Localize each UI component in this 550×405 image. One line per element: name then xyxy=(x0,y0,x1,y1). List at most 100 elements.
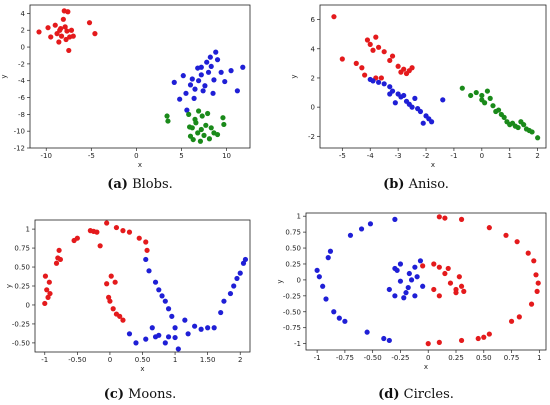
scatter-point-class0 xyxy=(445,265,451,272)
scatter-point-class0 xyxy=(431,261,437,267)
scatter-point-class0 xyxy=(514,239,520,245)
scatter-point-class0 xyxy=(503,232,509,238)
scatter-point-class1 xyxy=(406,270,412,277)
y-tick-label: -12 xyxy=(14,145,25,153)
scatter-point-class0 xyxy=(387,57,393,64)
scatter-point-class1 xyxy=(228,68,234,74)
y-axis-label: y xyxy=(0,74,8,78)
scatter-point-class0 xyxy=(120,317,126,323)
scatter-point-class1 xyxy=(156,287,162,293)
scatter-point-class2 xyxy=(529,129,535,135)
x-tick-label: -10 xyxy=(41,152,52,160)
x-tick-label: 1 xyxy=(537,354,541,362)
scatter-point-class0 xyxy=(56,39,62,45)
scatter-point-class1 xyxy=(156,332,162,338)
scatter-point-class0 xyxy=(389,53,396,59)
x-tick-label: 1 xyxy=(173,356,177,364)
scatter-point-class0 xyxy=(458,216,465,222)
scatter-point-class1 xyxy=(417,258,424,264)
scatter-point-class1 xyxy=(133,340,139,346)
scatter-point-class1 xyxy=(214,57,221,63)
scatter-point-class2 xyxy=(490,103,496,109)
x-tick-label: 0 xyxy=(426,354,430,362)
plot-frame xyxy=(319,4,547,149)
scatter-point-class0 xyxy=(475,335,481,342)
y-tick-label: 0 xyxy=(21,44,25,52)
y-tick-label: 2 xyxy=(311,74,315,82)
x-tick-label: 2 xyxy=(238,356,242,364)
scatter-point-class1 xyxy=(401,92,407,99)
scatter-point-class1 xyxy=(177,96,183,102)
scatter-point-class0 xyxy=(117,313,123,319)
scatter-point-class1 xyxy=(211,325,217,331)
y-tick-label: 4 xyxy=(311,45,316,53)
scatter-point-class0 xyxy=(516,314,522,320)
scatter-point-class1 xyxy=(198,64,204,70)
scatter-point-class0 xyxy=(528,301,535,307)
y-axis-label: y xyxy=(276,279,284,283)
scatter-point-class2 xyxy=(205,110,211,117)
x-tick-label: -5 xyxy=(339,152,346,160)
scatter-point-class0 xyxy=(64,28,70,34)
x-tick-label: 1.50 xyxy=(200,356,216,364)
scatter-point-class1 xyxy=(412,95,418,101)
scatter-point-class1 xyxy=(358,226,365,232)
scatter-point-class0 xyxy=(94,229,100,235)
scatter-point-class2 xyxy=(190,136,196,143)
scatter-point-class0 xyxy=(436,293,442,299)
scatter-point-class1 xyxy=(172,334,178,341)
scatter-point-class1 xyxy=(314,267,320,273)
scatter-point-class1 xyxy=(205,69,212,75)
scatter-point-class0 xyxy=(378,75,384,81)
x-axis-label: x xyxy=(140,365,144,373)
scatter-point-class0 xyxy=(86,20,93,26)
scatter-point-class1 xyxy=(409,104,415,110)
scatter-point-class0 xyxy=(425,341,431,347)
y-tick-label: -6 xyxy=(18,94,26,102)
scatter-point-class0 xyxy=(143,239,149,245)
scatter-point-class0 xyxy=(486,225,492,231)
scatter-point-class1 xyxy=(381,81,387,87)
scatter-point-class1 xyxy=(370,78,376,84)
scatter-point-class0 xyxy=(367,41,373,47)
scatter-point-class0 xyxy=(370,47,376,53)
scatter-point-class0 xyxy=(458,337,465,344)
x-tick-label: -0.25 xyxy=(391,354,409,362)
scatter-point-class2 xyxy=(199,113,205,119)
scatter-point-class1 xyxy=(213,49,219,55)
y-tick-label: -2 xyxy=(18,60,25,68)
scatter-point-class0 xyxy=(45,25,51,31)
scatter-point-class0 xyxy=(447,280,454,286)
scatter-point-class0 xyxy=(375,44,382,50)
y-tick-label: 6 xyxy=(311,16,316,24)
scatter-point-class0 xyxy=(398,69,404,75)
y-tick-label: 1 xyxy=(297,213,301,221)
scatter-point-class0 xyxy=(112,279,118,285)
y-tick-label: -0.75 xyxy=(283,324,301,332)
scatter-point-class1 xyxy=(187,82,194,88)
y-tick-label: 0.25 xyxy=(285,260,301,268)
scatter-point-class1 xyxy=(381,335,387,342)
scatter-point-class0 xyxy=(458,283,465,289)
y-tick-label: -1 xyxy=(294,340,301,348)
scatter-point-class0 xyxy=(436,214,442,220)
scatter-point-class1 xyxy=(412,264,418,270)
scatter-point-class2 xyxy=(501,114,507,120)
scatter-point-class0 xyxy=(381,49,387,55)
scatter-point-class2 xyxy=(220,115,226,121)
scatter-point-class0 xyxy=(453,286,459,293)
scatter-point-class0 xyxy=(113,224,120,231)
scatter-point-class0 xyxy=(136,235,142,241)
scatter-point-class0 xyxy=(108,273,114,279)
x-tick-label: 0.50 xyxy=(135,356,151,364)
scatter-point-class1 xyxy=(146,268,152,274)
scatter-point-class0 xyxy=(362,72,368,78)
plot-frame xyxy=(34,219,251,353)
y-tick-label: -0.25 xyxy=(283,292,301,300)
scatter-point-class2 xyxy=(208,125,214,131)
scatter-point-class0 xyxy=(56,247,62,253)
scatter-point-class0 xyxy=(97,243,103,249)
scatter-point-class0 xyxy=(107,298,113,304)
y-tick-label: 0 xyxy=(311,104,315,112)
scatter-point-class1 xyxy=(397,278,404,284)
